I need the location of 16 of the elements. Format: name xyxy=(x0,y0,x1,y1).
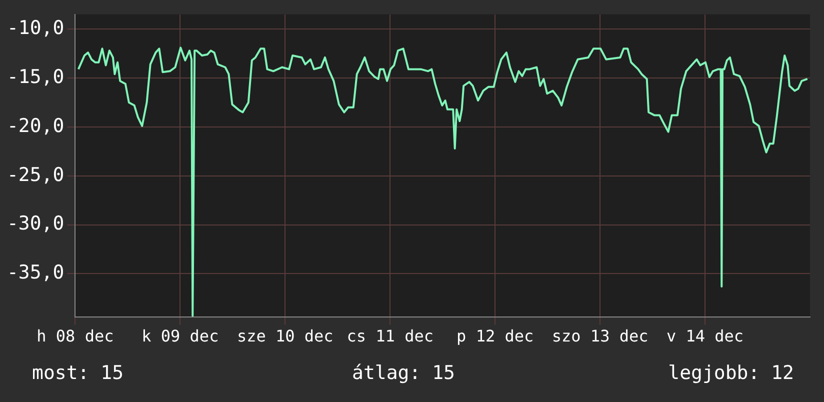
x-tick-label: szo 13 dec xyxy=(552,326,648,346)
y-tick-label: -20,0 xyxy=(6,114,64,137)
text: most: 15 xyxy=(32,362,124,384)
y-tick-label: -35,0 xyxy=(6,262,64,284)
y-tick-label: -15,0 xyxy=(6,66,64,88)
x-tick-label: sze 10 dec xyxy=(236,326,334,346)
x-tick-label: k 09 dec xyxy=(142,326,219,346)
x-tick-label: cs 11 dec xyxy=(346,326,434,346)
x-tick-label: v 14 dec xyxy=(666,326,744,346)
x-tick-label: p 12 dec xyxy=(456,326,534,346)
y-tick-label: -30,0 xyxy=(6,212,64,235)
y-tick-label: -10,0 xyxy=(6,17,64,40)
text: átlag: 15 xyxy=(352,362,455,384)
x-tick-label: h 08 dec xyxy=(36,326,114,346)
text: legjobb: 12 xyxy=(668,362,794,384)
y-tick-label: -25,0 xyxy=(6,164,64,186)
